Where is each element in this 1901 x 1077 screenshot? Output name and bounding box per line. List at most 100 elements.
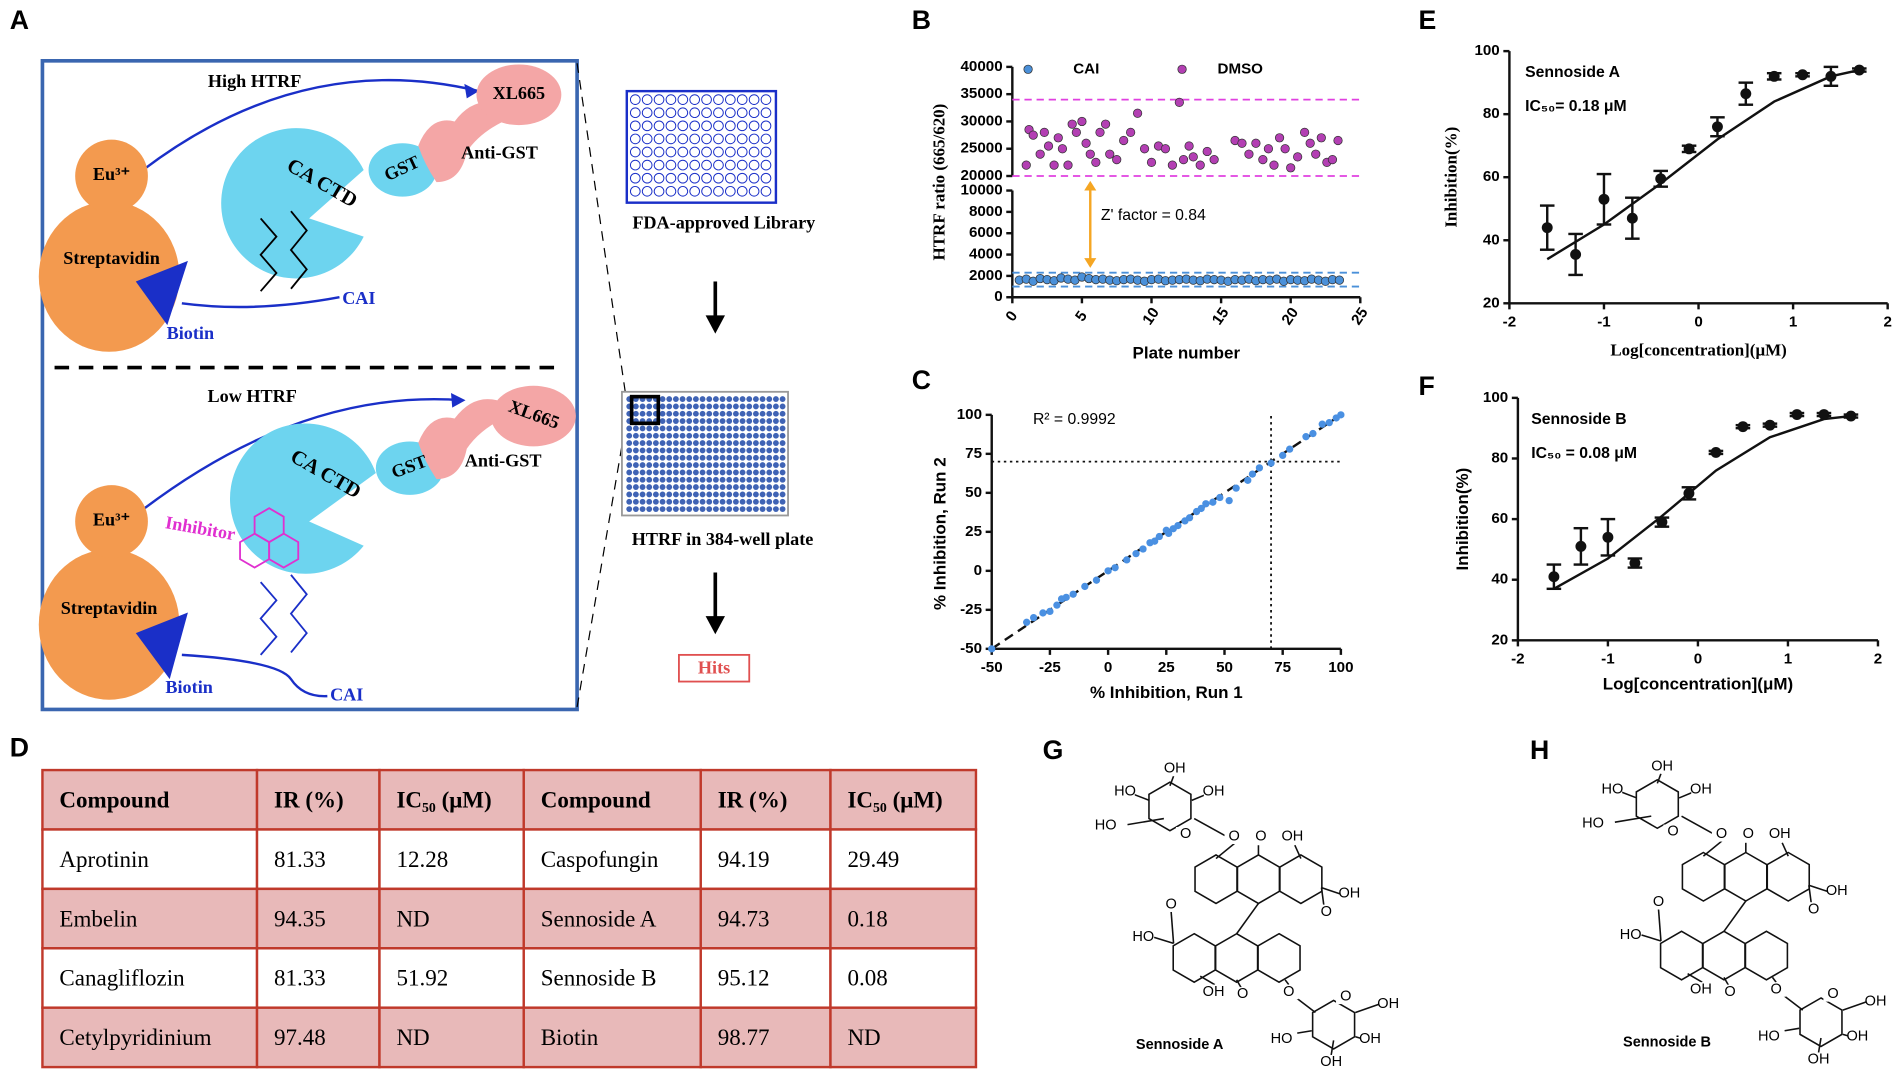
point (1022, 618, 1031, 626)
point (1043, 141, 1054, 151)
well (666, 506, 673, 513)
table-text: ND (396, 1024, 429, 1050)
well (726, 462, 733, 469)
well (639, 462, 646, 469)
well (677, 120, 689, 132)
point (1188, 152, 1198, 162)
well (701, 185, 712, 197)
well (773, 425, 779, 432)
atom-label: O (1653, 894, 1664, 910)
well (626, 476, 633, 483)
well (672, 403, 679, 410)
well (736, 159, 748, 171)
well (666, 432, 673, 439)
well (632, 491, 639, 498)
arrow (142, 398, 464, 511)
point (1570, 248, 1582, 260)
well (706, 418, 713, 424)
well (686, 425, 693, 432)
y-axis-title: % Inhibition, Run 2 (930, 457, 949, 610)
label-bg (1804, 902, 1824, 917)
well (659, 498, 666, 505)
x-tick-label: 0 (1694, 651, 1702, 668)
well (692, 440, 699, 446)
well (713, 107, 724, 119)
well (726, 506, 733, 513)
well (726, 440, 733, 446)
x-tick-label: -50 (981, 659, 1003, 676)
well (746, 403, 753, 410)
well (672, 476, 679, 483)
atom-label: OH (1203, 784, 1225, 800)
well (739, 491, 746, 498)
point (1251, 138, 1261, 148)
ring (1257, 932, 1301, 984)
table-cell (829, 947, 978, 1009)
point (1057, 144, 1068, 154)
well (677, 146, 689, 158)
well (719, 418, 726, 424)
well (679, 432, 686, 439)
point (1081, 582, 1089, 591)
well (672, 418, 679, 424)
annotation: IC₅₀= 0.18 μM (1525, 98, 1626, 115)
point (1337, 411, 1345, 419)
well (686, 469, 693, 476)
anti-gst (418, 102, 504, 183)
y-tick-label: 6000 (969, 224, 1003, 241)
point (1818, 409, 1830, 420)
point (1258, 155, 1268, 165)
panel-label: C (912, 365, 931, 395)
well (759, 403, 766, 410)
lipid (259, 581, 278, 656)
well (733, 491, 739, 498)
well (759, 491, 766, 498)
atom-label: OH (1359, 1031, 1381, 1047)
table-text: ND (396, 905, 429, 931)
well (653, 159, 665, 171)
well (686, 396, 693, 402)
well (666, 462, 673, 469)
bond (1842, 1000, 1868, 1011)
well (773, 506, 779, 513)
well (659, 469, 666, 476)
well (746, 491, 753, 498)
well (639, 469, 646, 476)
structure-name: Sennoside B (1623, 1035, 1711, 1051)
point (1049, 160, 1059, 170)
atom-label: HO (1095, 818, 1117, 834)
well (779, 432, 786, 439)
well (739, 506, 746, 513)
well (666, 403, 673, 410)
point (1768, 70, 1780, 82)
well (766, 491, 773, 498)
well (773, 476, 779, 483)
well (724, 94, 736, 105)
table-cell (522, 887, 702, 950)
table-header: IC₅₀ (μM) (847, 786, 942, 812)
label-bg (1115, 784, 1135, 800)
point (1195, 160, 1205, 170)
well (626, 484, 633, 491)
label-bg (1720, 984, 1740, 1000)
panel-label: E (1418, 5, 1436, 35)
gst (368, 143, 437, 197)
x-tick-label: 75 (1274, 659, 1291, 676)
point (1316, 133, 1326, 143)
ring (1702, 930, 1746, 981)
table-text: 97.48 (274, 1024, 326, 1050)
well (632, 476, 639, 483)
well (748, 133, 760, 145)
ring (1744, 930, 1789, 981)
atom-label: HO (1114, 784, 1136, 800)
well (739, 484, 746, 491)
point (1063, 160, 1073, 170)
well (672, 396, 679, 402)
well (629, 185, 641, 197)
y-tick-label: 2000 (969, 267, 1003, 284)
well (659, 410, 666, 417)
well (692, 403, 699, 410)
point (1825, 70, 1837, 82)
point (1197, 504, 1205, 513)
